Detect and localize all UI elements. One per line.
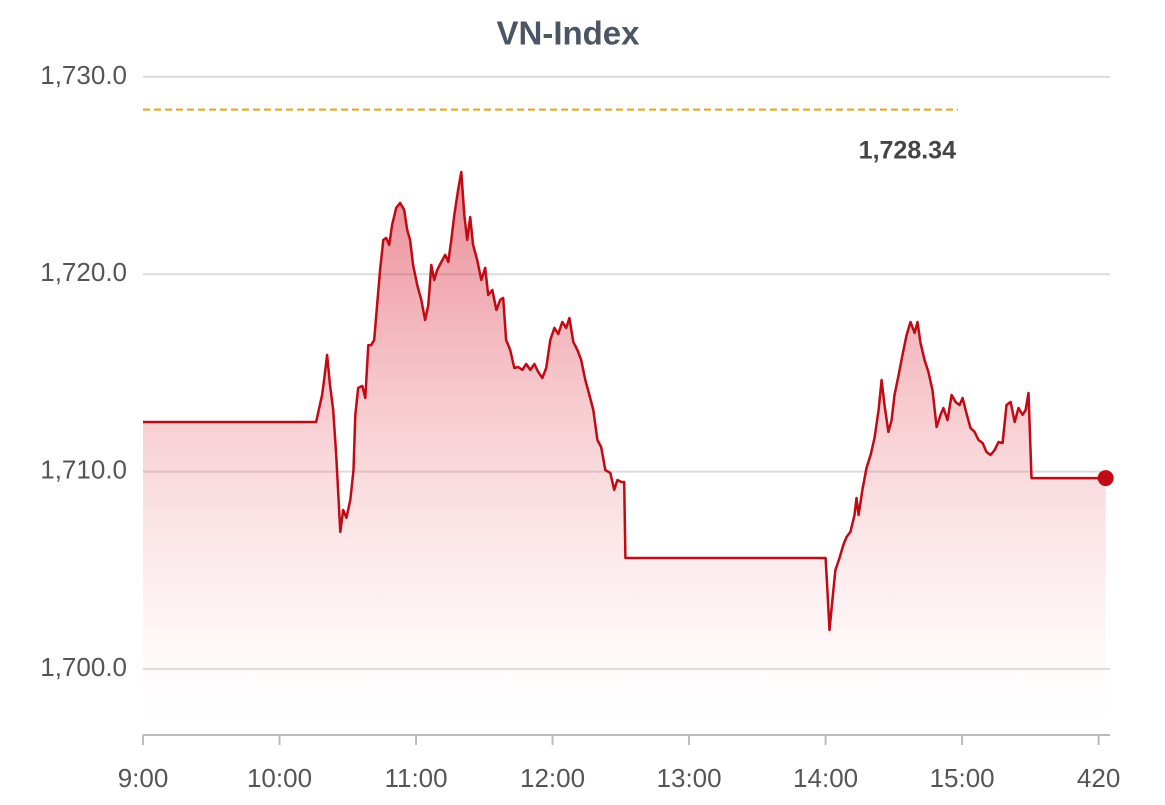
area bbox=[143, 172, 1106, 735]
y-tick-label: 1,730.0 bbox=[40, 60, 127, 90]
line bbox=[143, 170, 1106, 632]
x-tick-label: 14:00 bbox=[793, 763, 858, 793]
y-tick-label: 1,710.0 bbox=[40, 454, 127, 484]
x-tick-label: 420 bbox=[1077, 763, 1120, 793]
y-tick-label: 1,720.0 bbox=[40, 257, 127, 287]
x-tick-label: 11:00 bbox=[384, 763, 447, 793]
reference-label: 1,728.34 bbox=[859, 136, 956, 164]
x-tick-label: 15:00 bbox=[930, 763, 995, 793]
y-tick-label: 1,700.0 bbox=[40, 652, 127, 682]
x-tick-label: 9:00 bbox=[118, 763, 169, 793]
chart-title: VN-Index bbox=[496, 15, 640, 52]
x-tick-label: 12:00 bbox=[520, 763, 585, 793]
x-tick-label: 10:00 bbox=[247, 763, 312, 793]
x-tick-label: 13:00 bbox=[657, 763, 722, 793]
last-point bbox=[1097, 470, 1114, 487]
